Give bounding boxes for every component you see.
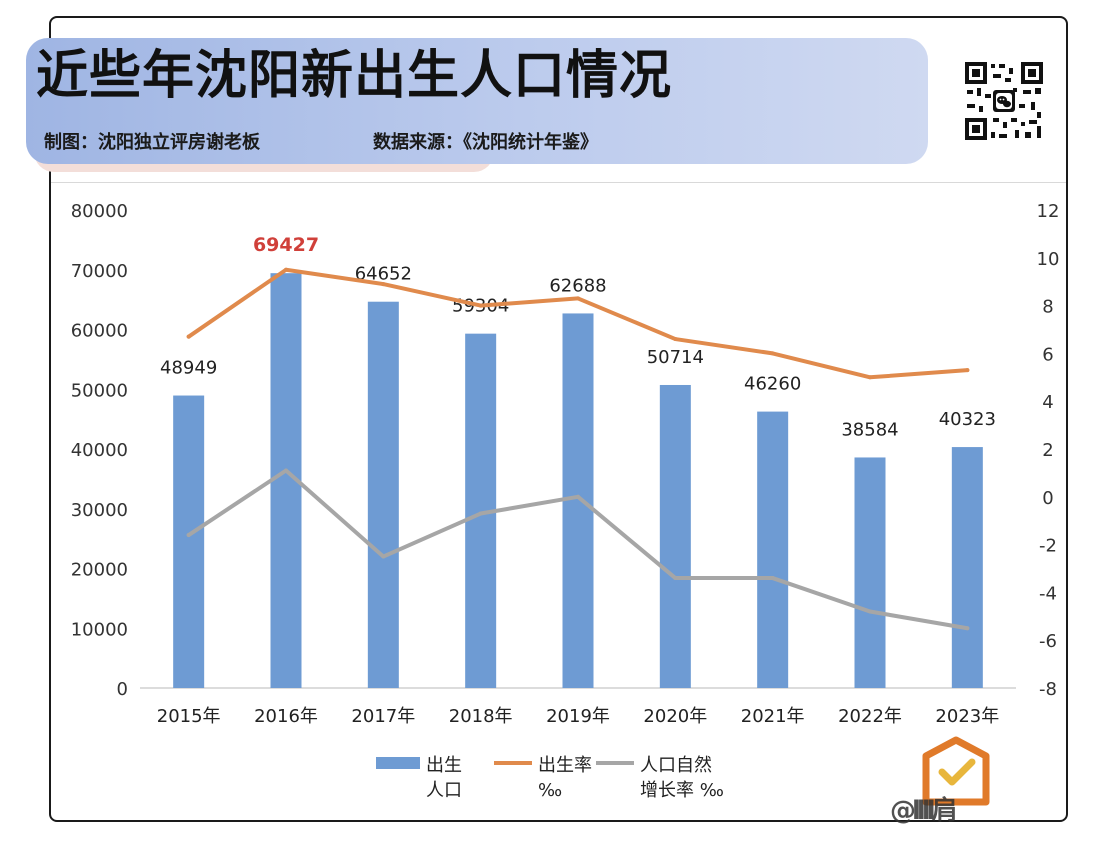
credit-text: 制图：沈阳独立评房谢老板 [44, 132, 260, 153]
title-banner [26, 38, 928, 164]
y-left-tick-label: 30000 [71, 500, 128, 521]
qr-code-icon [963, 60, 1045, 142]
source-text: 数据来源：《沈阳统计年鉴》 [373, 132, 598, 153]
x-tick-label: 2016年 [254, 706, 318, 727]
legend-label: 出生率 [538, 755, 592, 776]
y-right-tick-label: 10 [1037, 249, 1060, 270]
y-right-tick-label: -4 [1039, 583, 1057, 604]
bar-value-label: 46260 [744, 374, 801, 395]
y-left-tick-label: 70000 [71, 261, 128, 282]
bar-birth-count [951, 447, 983, 688]
point-birth-rate [770, 351, 775, 356]
point-natural-growth-rate [673, 576, 678, 581]
bar-birth-count [562, 313, 594, 688]
y-right-tick-label: 0 [1042, 488, 1053, 509]
chart-title: 近些年沈阳新出生人口情况 [36, 46, 673, 106]
x-tick-label: 2017年 [351, 706, 415, 727]
y-left-tick-label: 60000 [71, 321, 128, 342]
point-natural-growth-rate [381, 554, 386, 559]
bar-birth-count [854, 457, 886, 688]
legend-label: 人口自然 [640, 755, 712, 776]
y-left-tick-label: 80000 [71, 201, 128, 222]
y-right-tick-label: 6 [1042, 344, 1053, 365]
x-tick-label: 2015年 [157, 706, 221, 727]
legend-swatch-bar [376, 757, 420, 769]
x-tick-label: 2020年 [643, 706, 707, 727]
point-natural-growth-rate [186, 533, 191, 538]
y-left-tick-label: 0 [117, 679, 128, 700]
x-tick-label: 2023年 [935, 706, 999, 727]
x-tick-label: 2018年 [449, 706, 513, 727]
point-birth-rate [284, 267, 288, 272]
point-natural-growth-rate [965, 626, 970, 631]
bar-birth-count [173, 395, 205, 688]
legend-label: ‰ [538, 780, 562, 801]
y-left-tick-label: 20000 [71, 560, 128, 581]
bar-value-label: 38584 [841, 419, 898, 440]
y-left-tick-label: 10000 [71, 619, 128, 640]
legend-label: 人口 [426, 780, 462, 801]
x-tick-label: 2019年 [546, 706, 610, 727]
point-natural-growth-rate [576, 494, 580, 499]
bar-value-label: 48949 [160, 358, 217, 379]
point-birth-rate [673, 337, 678, 342]
point-birth-rate [868, 375, 872, 380]
point-birth-rate [186, 334, 191, 339]
y-right-tick-label: -6 [1039, 631, 1057, 652]
x-tick-label: 2021年 [741, 706, 805, 727]
point-natural-growth-rate [284, 468, 288, 473]
legend-label: 增长率 ‰ [640, 780, 724, 801]
check-badge-icon [922, 736, 990, 806]
point-birth-rate [381, 282, 386, 287]
watermark-text: @llll肩 [890, 796, 958, 826]
y-left-tick-label: 40000 [71, 440, 128, 461]
point-birth-rate [965, 368, 970, 373]
bar-value-label: 69427 [253, 234, 319, 256]
bar-value-label: 62688 [549, 275, 606, 296]
point-birth-rate [576, 296, 580, 301]
bar-value-label: 64652 [355, 264, 412, 285]
bar-value-label: 50714 [647, 347, 704, 368]
point-natural-growth-rate [770, 576, 775, 581]
point-natural-growth-rate [868, 609, 872, 614]
y-left-tick-label: 50000 [71, 380, 128, 401]
y-right-tick-label: 8 [1042, 297, 1053, 318]
point-birth-rate [478, 303, 483, 308]
y-right-tick-label: 12 [1037, 201, 1060, 222]
legend-label: 出生 [426, 755, 462, 776]
header-divider [51, 182, 1066, 183]
bar-value-label: 40323 [939, 409, 996, 430]
bar-birth-count [367, 301, 399, 688]
x-tick-label: 2022年 [838, 706, 902, 727]
y-right-tick-label: 2 [1042, 440, 1053, 461]
bar-birth-count [757, 411, 789, 688]
y-right-tick-label: 4 [1042, 392, 1053, 413]
point-natural-growth-rate [478, 511, 483, 516]
bar-birth-count [659, 384, 691, 688]
y-right-tick-label: -2 [1039, 536, 1057, 557]
y-right-tick-label: -8 [1039, 679, 1057, 700]
